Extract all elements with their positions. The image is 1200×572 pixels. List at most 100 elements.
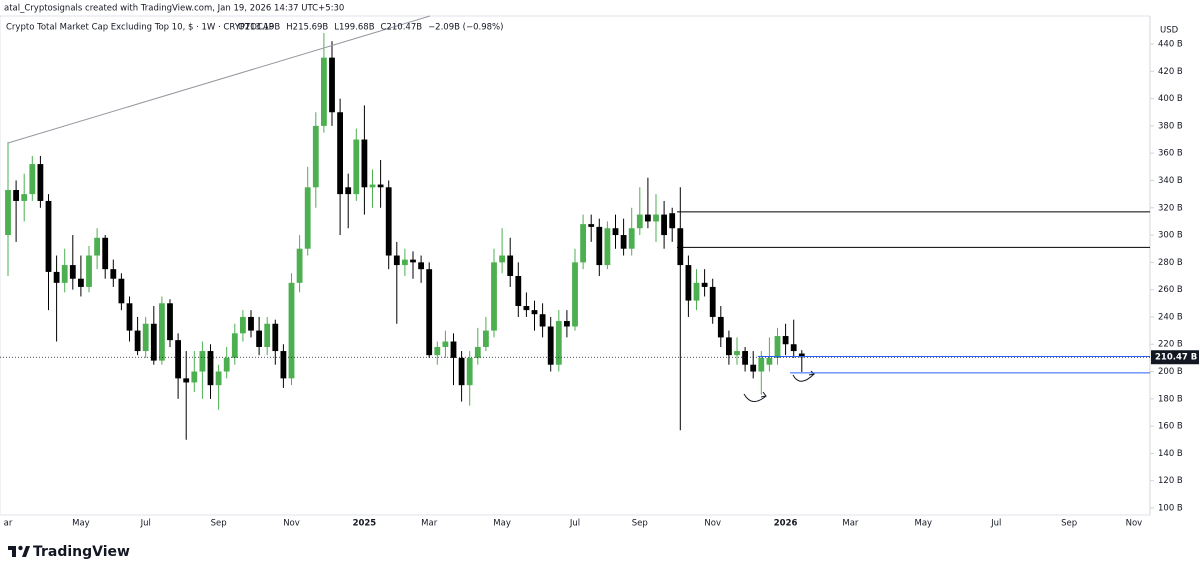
candle-body [653, 214, 659, 222]
candle-body [29, 164, 36, 195]
candle-body [256, 330, 262, 347]
x-tick-label: Sep [211, 519, 227, 529]
candle-body [442, 341, 449, 347]
candle-body [742, 351, 748, 365]
footer-brand: TradingView [33, 544, 130, 560]
candle-body [159, 303, 165, 361]
candle-body [564, 321, 570, 327]
candle-body [782, 336, 789, 345]
y-tick-label: 180 B [1158, 394, 1183, 404]
y-tick-label: 280 B [1158, 258, 1183, 268]
candle-body [369, 184, 376, 188]
x-tick-label: Jul [990, 519, 1001, 529]
arrow-head [808, 370, 816, 376]
footer-logo [8, 545, 30, 557]
candle-body [53, 271, 60, 283]
candle-body [450, 341, 457, 358]
candle-body [353, 139, 360, 195]
candle-body [288, 282, 295, 379]
candle-body [669, 213, 676, 229]
x-tick-label: Jul [569, 519, 580, 529]
candle-body [175, 340, 181, 379]
candle-body [223, 357, 230, 372]
arrow-drawing [743, 393, 767, 402]
x-tick-label: May [493, 519, 511, 529]
candle-body [304, 187, 311, 249]
candle-body [499, 255, 505, 263]
candle-body [410, 259, 416, 263]
candle-body [531, 310, 538, 315]
last-price-badge [1151, 350, 1199, 365]
candle-body [434, 346, 441, 356]
candle-body [37, 164, 44, 201]
candle-body [231, 333, 238, 358]
candles [5, 33, 805, 440]
candle-body [685, 265, 692, 301]
legend-value: O213.19B [238, 23, 280, 33]
candle-body [466, 357, 473, 386]
y-tick-label: 300 B [1158, 231, 1183, 241]
x-tick-label: May [915, 519, 933, 529]
x-tick-label: Mar [421, 519, 438, 529]
candle-body [134, 330, 141, 352]
arrow-head [760, 391, 767, 398]
candle-body [142, 323, 149, 352]
y-tick-label: 320 B [1158, 203, 1183, 213]
legend-values: O213.19B H215.69B L199.68B C210.47B −2.09B (… [238, 23, 503, 33]
y-tick-label: 240 B [1158, 312, 1183, 322]
candle-body [296, 248, 303, 283]
candle-body [458, 357, 465, 386]
candle-body [677, 228, 684, 266]
x-tick-label: Nov [704, 519, 721, 529]
candle-body [474, 346, 481, 358]
candle-body [693, 282, 700, 301]
candle-body [240, 316, 246, 334]
candle-body [604, 228, 611, 266]
candle-body [345, 187, 352, 195]
candle-body [78, 278, 84, 287]
candle-body [199, 351, 206, 372]
candle-body [426, 269, 433, 356]
y-tick-label: 380 B [1158, 121, 1183, 131]
logo-part [12, 546, 16, 557]
candle-body [215, 371, 222, 386]
candle-body [734, 351, 740, 356]
legend-value: H215.69B [286, 23, 328, 33]
caption: atal_Cryptosignals created with TradingV… [4, 4, 344, 14]
candle-body [329, 57, 335, 113]
candle-body [110, 269, 117, 279]
y-tick-label: 200 B [1158, 367, 1183, 377]
y-tick-label: 100 B [1158, 504, 1183, 514]
y-tick-label: 440 B [1158, 40, 1183, 50]
y-tick-label: 260 B [1158, 285, 1183, 295]
x-tick-label: Sep [1061, 519, 1077, 529]
candle-body [102, 237, 109, 270]
x-tick-label: Sep [632, 519, 648, 529]
chart-title: Crypto Total Market Cap Excluding Top 10… [6, 23, 274, 33]
candle-body [126, 303, 133, 331]
candle-body [69, 265, 76, 279]
candle-body [774, 336, 781, 358]
candle-body [726, 337, 732, 356]
candle-body [491, 262, 497, 331]
candle-body [580, 224, 586, 263]
candle-body [21, 194, 28, 201]
candle-body [483, 330, 489, 347]
legend-value: L199.68B [334, 23, 374, 33]
x-tick-label: 2025 [353, 519, 377, 529]
y-tick-label: 140 B [1158, 449, 1183, 459]
candle-body [402, 259, 408, 266]
y-tick-label: 340 B [1158, 176, 1183, 186]
candle-body [312, 125, 319, 188]
x-tick-label: Nov [283, 519, 300, 529]
candle-body [86, 255, 92, 287]
candle-body [596, 226, 603, 266]
last-price-label: 210.47 B [1155, 353, 1197, 363]
candle-body [709, 286, 716, 317]
candle-body [94, 237, 100, 256]
candle-body [337, 112, 343, 195]
candle-body [572, 262, 578, 327]
candle-body [418, 262, 424, 270]
currency-label: USD [1160, 26, 1179, 36]
candle-body [272, 323, 279, 352]
